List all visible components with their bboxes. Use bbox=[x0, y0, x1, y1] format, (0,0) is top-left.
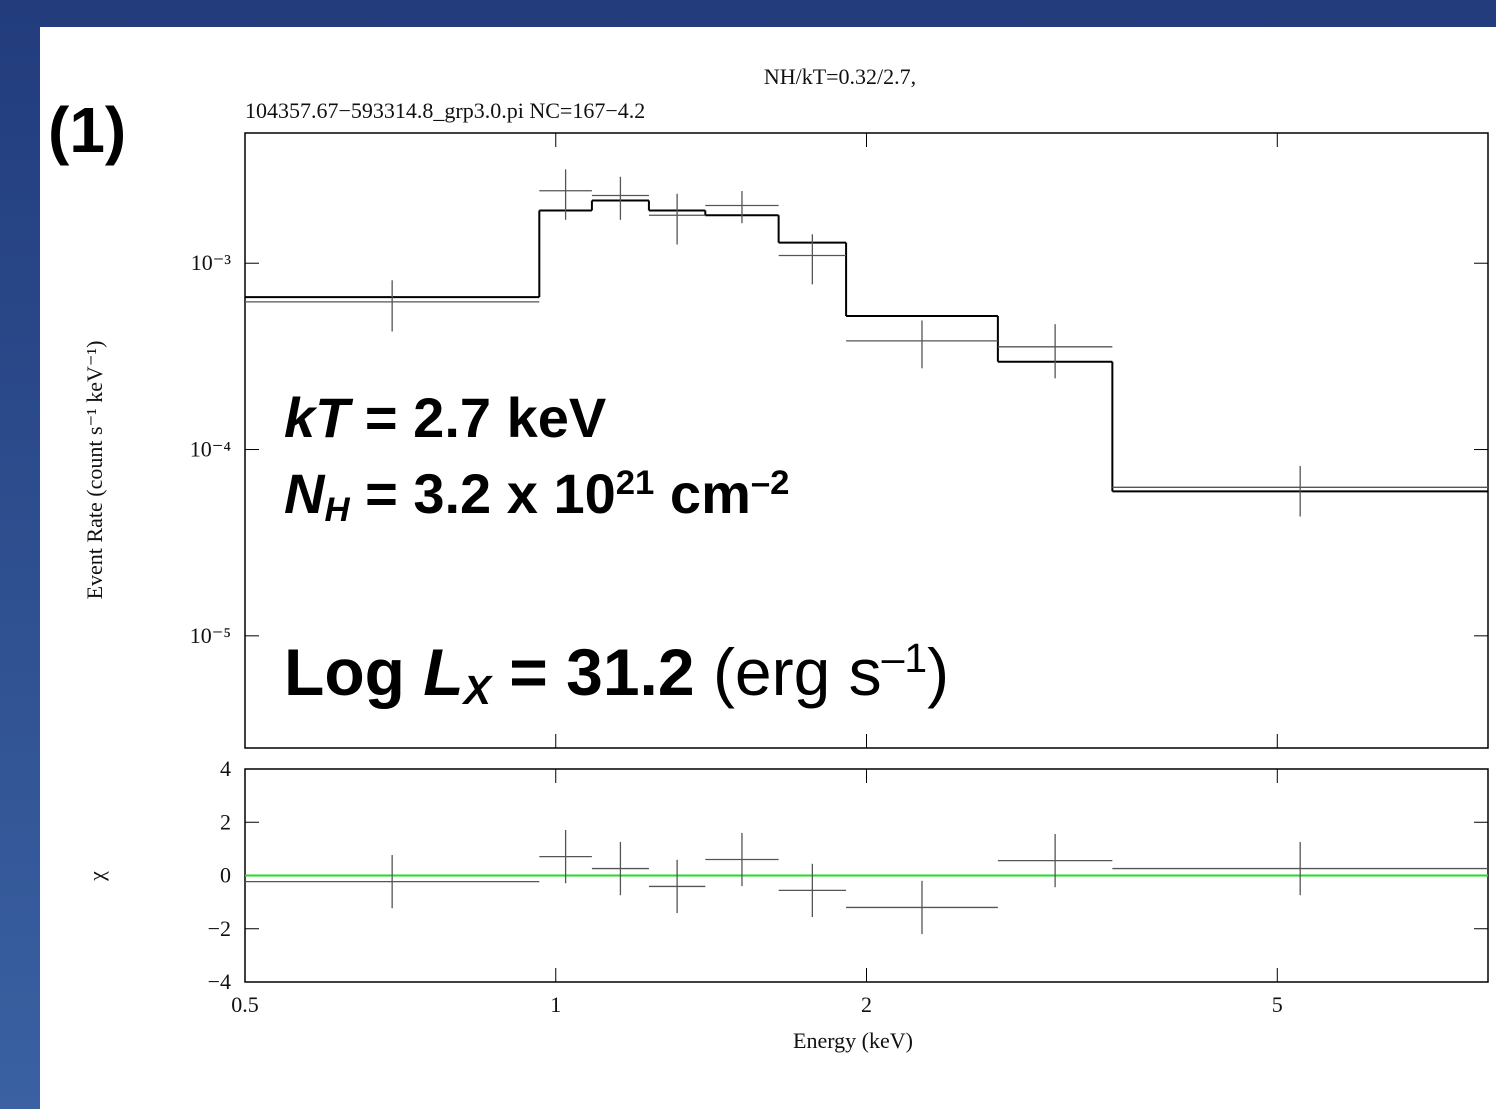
x-tick-label: 0.5 bbox=[231, 992, 259, 1017]
data-point bbox=[1112, 465, 1488, 517]
data-point bbox=[997, 324, 1113, 379]
annotation-part: X bbox=[462, 667, 494, 713]
annotation-part: N bbox=[284, 462, 326, 525]
annotation-part: (erg s bbox=[713, 635, 882, 709]
data-point bbox=[539, 169, 592, 220]
annotation-part: cm bbox=[654, 462, 751, 525]
annotation-part: –1 bbox=[882, 635, 928, 681]
y-tick-label: 10⁻³ bbox=[191, 250, 232, 275]
data-point bbox=[245, 854, 540, 909]
annotation: Log LX = 31.2 (erg s–1) bbox=[284, 635, 949, 713]
annotation: NH = 3.2 x 1021 cm–2 bbox=[284, 462, 790, 529]
data-point bbox=[705, 832, 779, 887]
annotation-part: –2 bbox=[751, 464, 790, 502]
y-tick-label: 10⁻⁴ bbox=[190, 437, 232, 462]
content-area bbox=[40, 27, 1496, 1109]
data-point bbox=[539, 829, 592, 884]
x-tick-label: 1 bbox=[550, 992, 561, 1017]
y-axis-label: χ bbox=[84, 871, 109, 882]
data-point bbox=[846, 320, 998, 369]
annotation-part: L bbox=[423, 635, 463, 709]
data-point bbox=[778, 234, 847, 285]
data-point bbox=[997, 833, 1113, 888]
y-axis-label: Event Rate (count s⁻¹ keV⁻¹) bbox=[82, 341, 107, 600]
panel-label: (1) bbox=[48, 94, 126, 166]
annotation-part: = 31.2 bbox=[491, 635, 713, 709]
x-tick-label: 2 bbox=[861, 992, 872, 1017]
y-tick-label: −4 bbox=[208, 969, 231, 994]
data-point bbox=[591, 176, 649, 220]
data-point bbox=[778, 863, 847, 918]
annotation-part: = 3.2 x 10 bbox=[350, 462, 616, 525]
plot-title: 104357.67−593314.8_grp3.0.pi NC=167−4.2 bbox=[245, 98, 645, 123]
annotation-part: kT bbox=[284, 386, 354, 449]
y-tick-label: −2 bbox=[208, 916, 231, 941]
y-tick-label: 10⁻⁵ bbox=[190, 623, 231, 648]
annotation-part: ) bbox=[927, 635, 949, 709]
data-point bbox=[245, 280, 540, 332]
y-tick-label: 0 bbox=[220, 863, 231, 888]
data-point bbox=[1112, 841, 1488, 896]
data-point bbox=[846, 880, 998, 935]
annotation: kT = 2.7 keV bbox=[284, 386, 606, 449]
data-point bbox=[648, 859, 706, 914]
annotation-part: 21 bbox=[616, 464, 655, 502]
y-tick-label: 2 bbox=[220, 809, 231, 834]
y-tick-label: 4 bbox=[220, 756, 231, 781]
annotation-part: = 2.7 keV bbox=[349, 386, 606, 449]
data-point bbox=[648, 193, 706, 245]
plot-title: NH/kT=0.32/2.7, bbox=[764, 64, 916, 89]
x-tick-label: 5 bbox=[1272, 992, 1283, 1017]
data-point bbox=[705, 191, 779, 224]
data-point bbox=[591, 841, 649, 896]
annotation-part: H bbox=[324, 491, 350, 529]
x-axis-label: Energy (keV) bbox=[793, 1028, 913, 1053]
annotation-part: Log bbox=[284, 635, 423, 709]
